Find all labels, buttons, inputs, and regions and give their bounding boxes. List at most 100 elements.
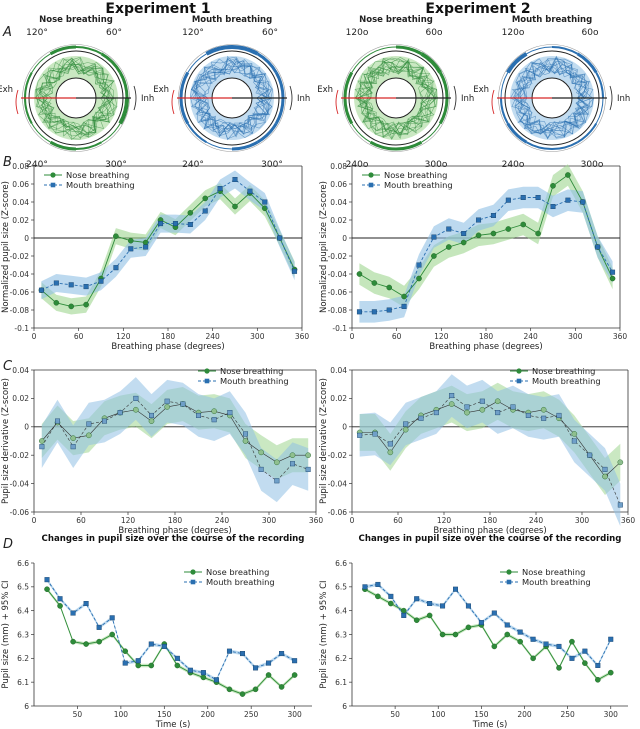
data-point-mouth (217, 185, 223, 191)
polar-distribution-arc (420, 52, 442, 74)
data-point-mouth (543, 641, 549, 647)
exh-label: Exh (0, 85, 13, 95)
panel-letter-c: C (3, 359, 13, 374)
data-point-nose (265, 672, 272, 678)
polar-distribution-arc (118, 71, 129, 99)
y-tick-label: 0 (342, 423, 347, 432)
y-axis-label: Pupil size derivative (Z-score) (1, 378, 11, 504)
data-point-nose (464, 409, 470, 416)
y-tick-label: 6.2 (335, 654, 347, 663)
x-tick-label: 150 (474, 710, 489, 719)
data-point-mouth (427, 601, 433, 607)
legend-marker-mouth (368, 182, 374, 188)
experiment-2-title: Experiment 2 (425, 1, 530, 17)
data-point-mouth (595, 244, 601, 250)
data-point-mouth (617, 502, 623, 508)
y-axis-label: Normalized pupil size (Z-score) (1, 181, 11, 313)
data-point-mouth (164, 398, 170, 404)
x-tick-label: 120 (437, 516, 452, 525)
polar-distribution-arc (100, 52, 122, 74)
x-tick-label: 300 (575, 516, 590, 525)
data-point-nose (431, 253, 437, 259)
inhale-arrow-icon (289, 85, 293, 111)
y-tick-label: 0.04 (12, 198, 29, 207)
data-point-nose (550, 182, 556, 189)
x-tick-label: 0 (350, 332, 355, 341)
data-point-mouth (57, 596, 63, 602)
data-point-mouth (279, 651, 285, 657)
y-tick-label: -0.1 (332, 324, 347, 333)
data-point-mouth (253, 665, 259, 671)
data-point-mouth (610, 269, 616, 275)
data-point-nose (520, 221, 527, 228)
polar-distribution-arc (118, 97, 130, 125)
x-tick-label: 360 (309, 516, 324, 525)
data-point-mouth (213, 677, 219, 683)
polar-distribution-arc (205, 44, 233, 56)
polar-distribution-arc (256, 52, 278, 74)
data-point-nose (291, 672, 298, 678)
polar-distribution-arc (438, 97, 449, 125)
data-point-mouth (356, 309, 362, 315)
legend-label-mouth: Mouth breathing (384, 180, 453, 190)
legend-marker-nose (516, 368, 522, 374)
data-point-mouth (465, 603, 471, 609)
data-point-nose (289, 452, 296, 459)
y-tick-label: -0.02 (328, 252, 348, 261)
data-point-mouth (277, 235, 283, 241)
polar-distribution-arc (500, 72, 509, 99)
data-point-nose (142, 239, 149, 246)
data-point-nose (53, 299, 60, 306)
data-point-mouth (520, 194, 526, 200)
data-point-mouth (242, 431, 248, 437)
data-point-nose (274, 459, 280, 466)
data-point-mouth (180, 401, 186, 407)
data-point-mouth (305, 466, 311, 472)
legend-label-nose: Nose breathing (220, 366, 283, 376)
panel-letter-d: D (3, 537, 13, 552)
data-point-nose (571, 431, 578, 437)
data-point-nose (401, 293, 407, 300)
data-point-mouth (187, 221, 193, 227)
polar-title: Nose breathing (359, 15, 433, 25)
data-point-nose (556, 665, 562, 671)
polar-title: Nose breathing (39, 15, 113, 25)
x-tick-label: 60 (74, 332, 84, 341)
data-point-mouth (83, 284, 89, 290)
polar-distribution-arc (101, 123, 121, 143)
angle-label-300: 300o (581, 160, 604, 170)
exh-label: Exh (153, 85, 169, 95)
data-point-nose (386, 284, 393, 291)
y-tick-label: -0.1 (14, 324, 29, 333)
data-point-nose (460, 239, 467, 246)
angle-label-300: 300° (105, 160, 127, 170)
data-point-mouth (587, 452, 593, 458)
legend-label-mouth: Mouth breathing (66, 180, 135, 190)
chart-panel-d-exp1: Changes in pupil size over the course of… (1, 534, 312, 729)
y-tick-label: 6.1 (335, 678, 347, 687)
y-tick-label: 0 (24, 234, 29, 243)
data-point-mouth (490, 212, 496, 218)
x-tick-label: 300 (250, 332, 265, 341)
x-axis-label: Time (s) (155, 720, 191, 729)
chart-title: Changes in pupil size over the course of… (42, 534, 305, 544)
polar-distribution-arc (576, 122, 598, 144)
y-tick-label: 0.06 (330, 180, 347, 189)
series-line-mouth (359, 395, 621, 506)
data-point-nose (133, 406, 139, 413)
data-point-mouth (580, 199, 586, 205)
data-point-mouth (148, 641, 154, 647)
polar-plots: Nose breathing120°60°240°300°ExhInhMouth… (0, 15, 630, 170)
legend-label-mouth: Mouth breathing (522, 577, 591, 587)
x-tick-label: 120 (121, 516, 136, 525)
polar-plot-mouth-2: Mouth breathing 120° 60° 240° 300° Exh Inh (153, 15, 310, 170)
y-tick-label: -0.06 (328, 288, 348, 297)
data-point-mouth (479, 398, 485, 404)
x-tick-label: 100 (431, 710, 446, 719)
data-point-mouth (550, 203, 556, 209)
x-tick-label: 60 (392, 332, 402, 341)
data-point-nose (490, 230, 497, 237)
data-point-mouth (232, 176, 238, 182)
data-point-mouth (122, 660, 128, 666)
data-point-nose (202, 195, 209, 202)
